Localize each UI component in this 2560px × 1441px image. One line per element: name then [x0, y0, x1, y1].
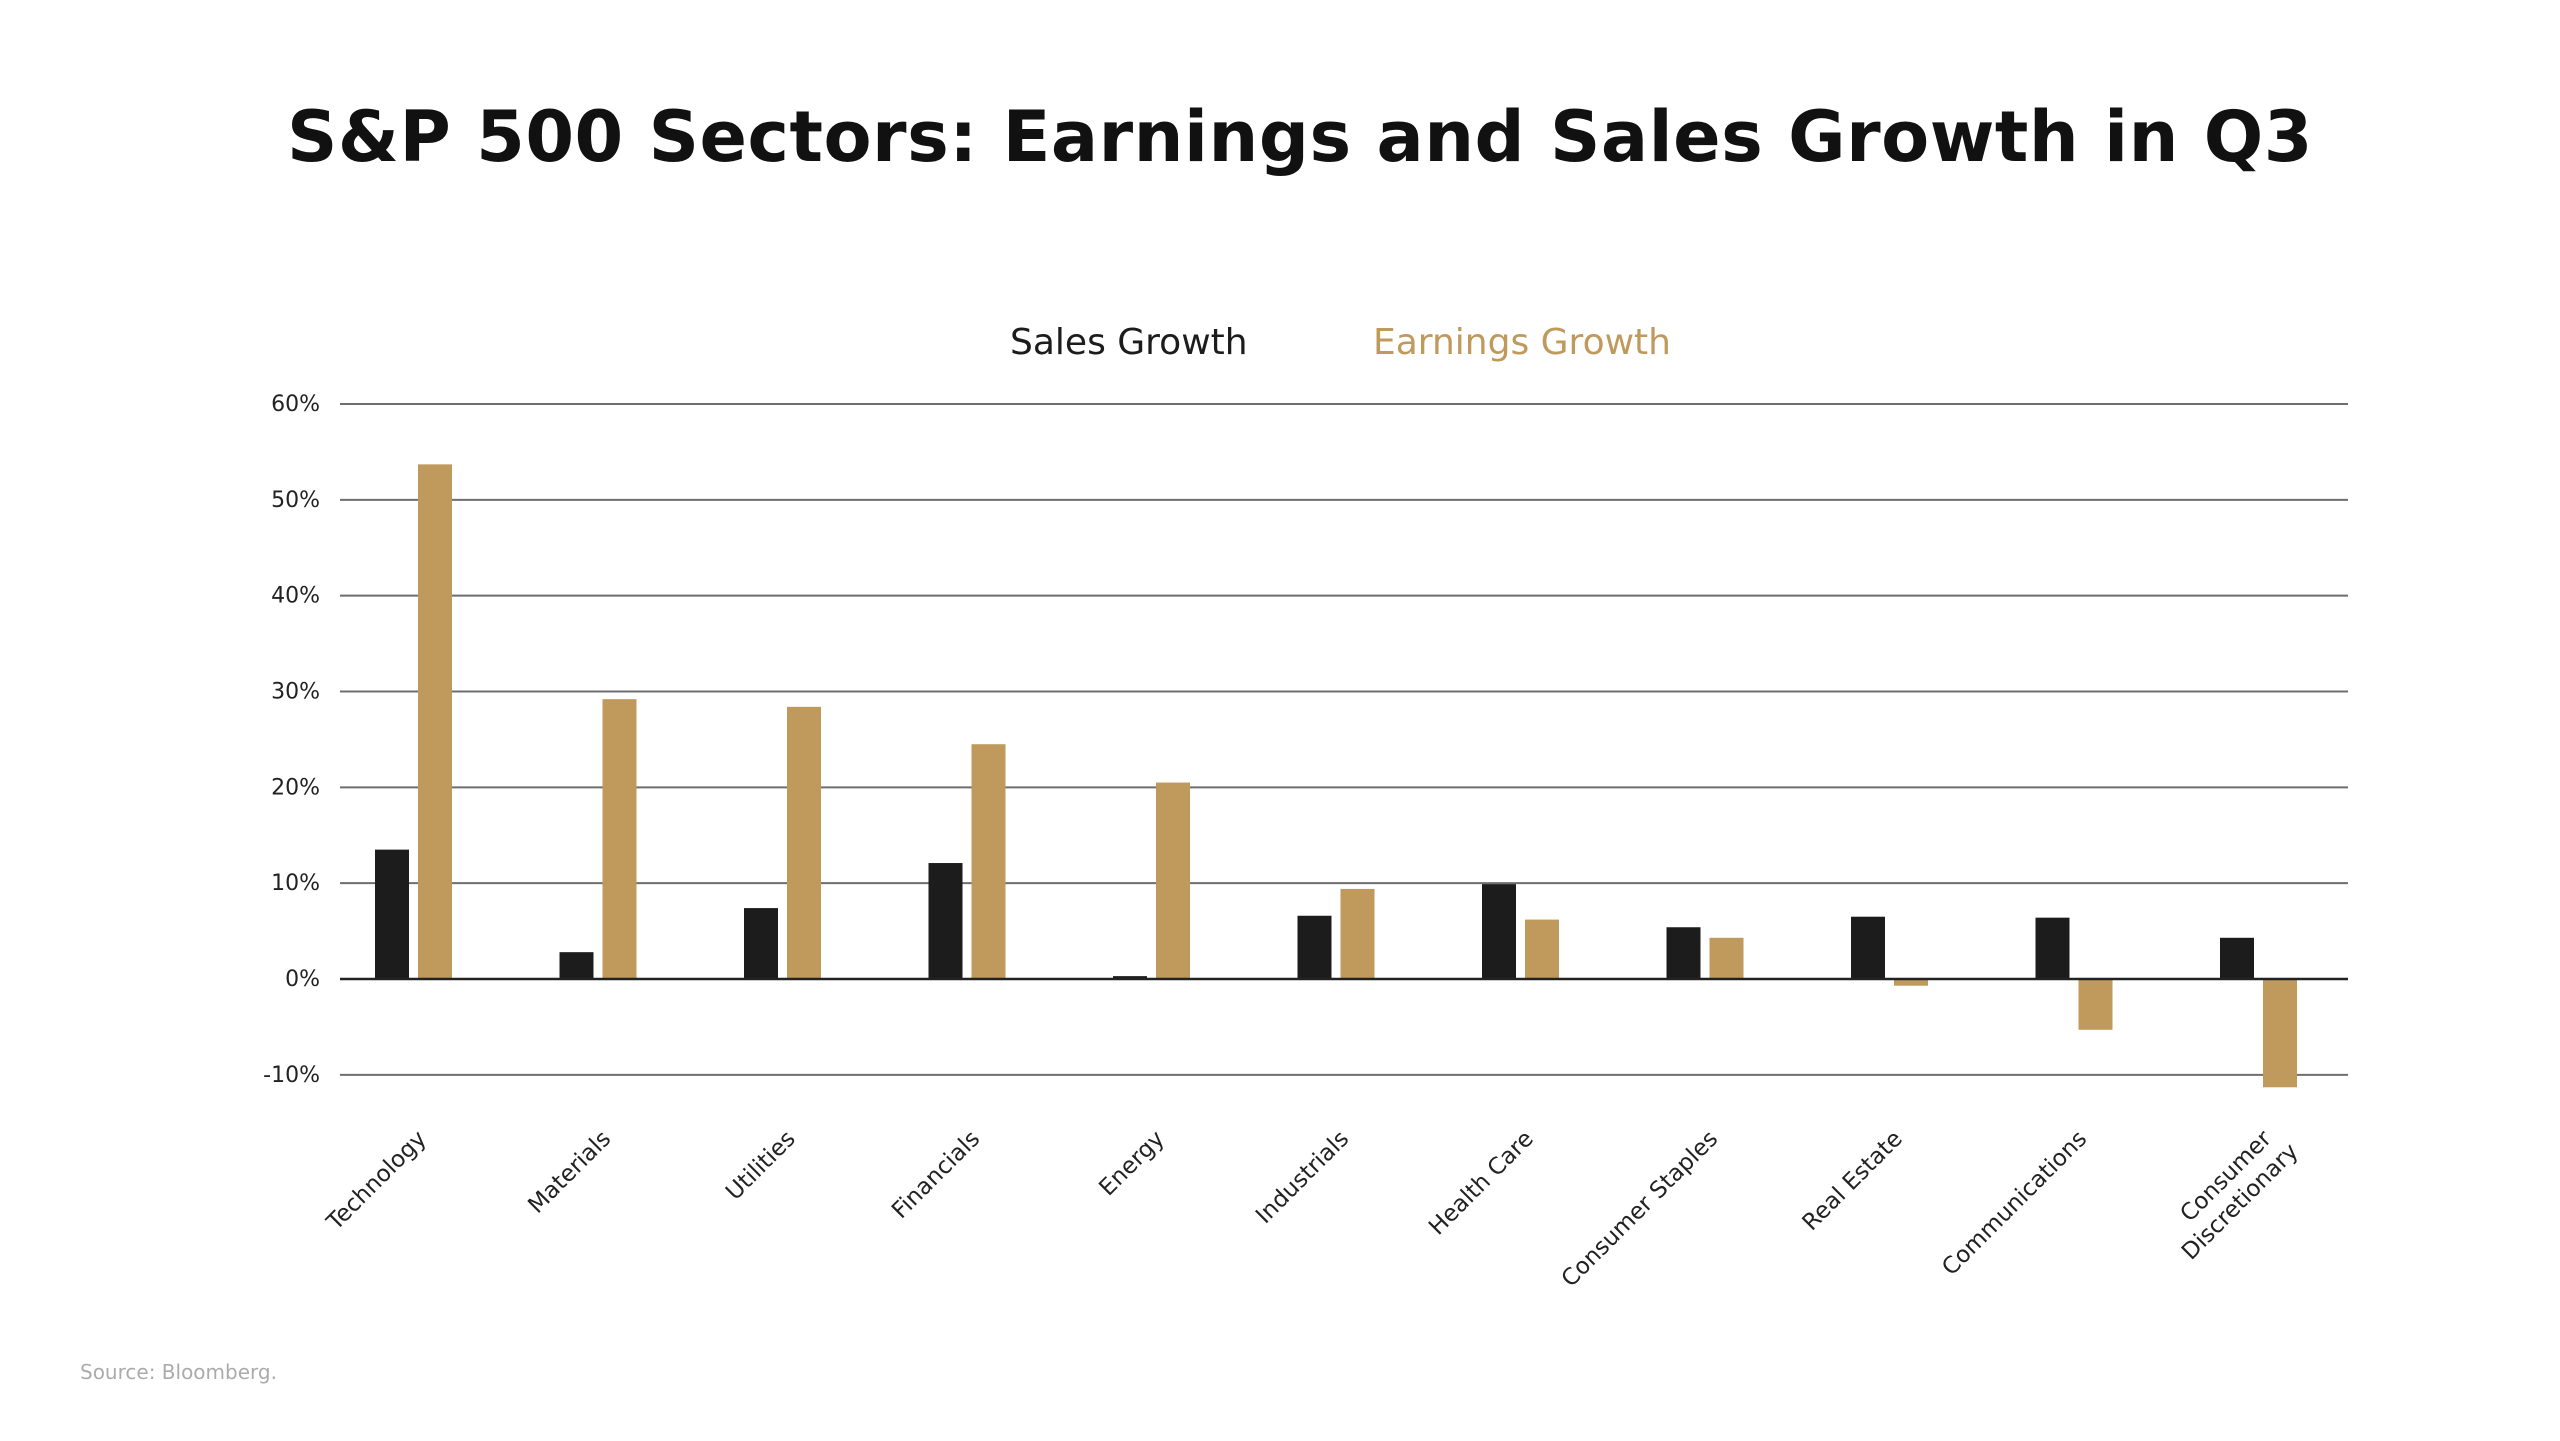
x-tick-label: Materials [523, 1126, 616, 1219]
sales-growth-bar-energy [1113, 976, 1147, 979]
x-tick-label-line: Energy [1094, 1126, 1169, 1201]
x-tick-label: Communications [1937, 1126, 2092, 1281]
x-tick-label: Energy [1094, 1126, 1169, 1201]
earnings-growth-bar-technology [418, 464, 452, 979]
sales-growth-bar-technology [375, 849, 409, 979]
x-tick-label-line: Consumer Staples [1557, 1126, 1723, 1292]
earnings-growth-bar-health-care [1525, 919, 1559, 979]
x-tick-label: Consumer Staples [1557, 1126, 1723, 1292]
sales-growth-bar-utilities [744, 908, 778, 979]
earnings-growth-bar-consumer-staples [1709, 937, 1744, 979]
earnings-growth-bar-communications [2078, 979, 2113, 1030]
y-axis-tick-labels: -10% 0% 10% 20% 30% 40% 50% 60% [263, 392, 320, 1088]
y-tick-label: 30% [271, 680, 320, 705]
earnings-growth-bar-energy [1156, 782, 1190, 979]
x-tick-label-line: Technology [322, 1126, 432, 1236]
y-tick-label: 20% [271, 775, 320, 800]
gridlines [340, 403, 2348, 1076]
y-tick-label: -10% [263, 1063, 320, 1088]
earnings-growth-bar-materials [602, 699, 637, 979]
bars [375, 464, 2297, 1088]
legend-earnings-growth: Earnings Growth [1373, 322, 1671, 363]
y-tick-label: 40% [271, 584, 320, 609]
x-tick-label: Technology [322, 1126, 432, 1236]
x-tick-label: Health Care [1424, 1126, 1539, 1241]
sales-growth-bar-health-care [1482, 884, 1516, 979]
earnings-growth-bar-real-estate [1894, 979, 1928, 986]
x-tick-label: ConsumerDiscretionary [2157, 1119, 2303, 1265]
x-tick-label-line: Industrials [1251, 1126, 1354, 1229]
y-tick-label: 60% [271, 392, 320, 417]
x-tick-label-line: Financials [887, 1126, 985, 1224]
x-tick-label: Real Estate [1798, 1126, 1908, 1236]
sales-growth-bar-consumer-staples [1666, 927, 1701, 979]
legend-sales-growth: Sales Growth [1010, 322, 1248, 363]
x-tick-label-line: Communications [1937, 1126, 2092, 1281]
x-tick-label-line: Materials [523, 1126, 616, 1219]
x-tick-label-line: Real Estate [1798, 1126, 1908, 1236]
legend: Sales Growth Earnings Growth [0, 322, 2560, 366]
earnings-growth-bar-financials [971, 744, 1006, 979]
x-tick-label: Utilities [721, 1126, 801, 1206]
x-tick-label-line: Health Care [1424, 1126, 1539, 1241]
sales-growth-bar-consumer-discretionary [2220, 937, 2254, 979]
y-tick-label: 10% [271, 871, 320, 896]
earnings-growth-bar-industrials [1340, 888, 1375, 979]
sales-growth-bar-financials [928, 863, 963, 979]
y-tick-label: 50% [271, 488, 320, 513]
x-tick-label: Industrials [1251, 1126, 1354, 1229]
source-note: Source: Bloomberg. [80, 1360, 277, 1384]
earnings-growth-bar-utilities [787, 706, 821, 979]
y-tick-label: 0% [285, 967, 320, 992]
x-axis-category-labels: Technology Materials Utilities Financials En… [322, 1119, 2304, 1292]
sales-growth-bar-real-estate [1851, 916, 1885, 979]
x-tick-label-line: Utilities [721, 1126, 801, 1206]
sales-growth-bar-communications [2035, 917, 2070, 979]
chart-title: S&P 500 Sectors: Earnings and Sales Grow… [286, 96, 2313, 178]
earnings-growth-bar-consumer-discretionary [2263, 979, 2297, 1088]
x-tick-label: Financials [887, 1126, 985, 1224]
sales-growth-bar-industrials [1297, 915, 1332, 979]
sales-growth-bar-materials [559, 952, 594, 979]
